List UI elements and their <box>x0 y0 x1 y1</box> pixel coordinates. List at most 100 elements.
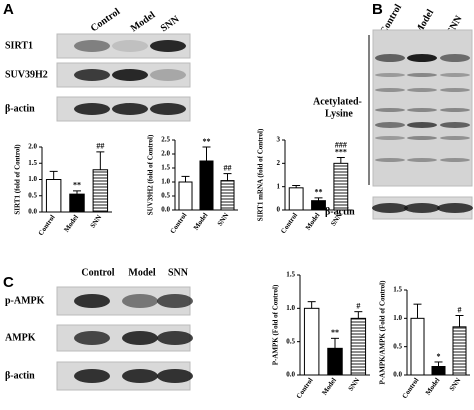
y-tick-label: 0.5 <box>286 337 295 345</box>
y-tick-label: 1.5 <box>286 271 295 279</box>
row-label: AMPK <box>5 332 36 343</box>
x-tick-label: Model <box>320 376 338 396</box>
y-tick-label: 0.5 <box>161 192 170 200</box>
band <box>74 331 110 345</box>
band <box>375 158 405 162</box>
y-tick-label: 1 <box>277 182 281 190</box>
lane-label: Control <box>89 6 123 34</box>
x-tick-label: Control <box>295 376 315 400</box>
y-tick-label: 2 <box>277 159 281 167</box>
band <box>375 73 405 77</box>
band <box>375 136 405 140</box>
panel-label: B <box>372 1 383 18</box>
band <box>440 122 470 128</box>
band <box>150 103 186 115</box>
x-tick-label: SNN <box>89 213 104 229</box>
band <box>440 136 470 140</box>
bar <box>220 180 235 211</box>
bar <box>45 179 62 213</box>
panel-label: A <box>3 1 14 18</box>
band <box>112 40 148 52</box>
band <box>407 136 437 140</box>
y-tick-label: 0.5 <box>28 191 37 199</box>
blot <box>372 29 473 187</box>
band <box>440 54 470 62</box>
significance: * <box>437 352 441 361</box>
y-tick-label: 2.0 <box>161 150 170 158</box>
y-axis-title: SIRT1 (fold of Control) <box>14 144 22 215</box>
band <box>122 369 158 383</box>
y-tick-label: 3 <box>277 136 281 144</box>
significance: ## <box>224 163 232 172</box>
band <box>122 294 158 308</box>
significance: *** <box>335 147 347 156</box>
band <box>375 108 405 112</box>
y-tick-label: 0.0 <box>161 206 170 214</box>
band <box>74 40 110 52</box>
band <box>407 54 437 62</box>
lane-label: Control <box>81 267 114 278</box>
lane-label: Model <box>129 10 158 35</box>
x-tick-label: Model <box>304 211 322 231</box>
x-tick-label: Model <box>424 376 442 396</box>
band <box>407 88 437 92</box>
bar <box>311 200 326 211</box>
y-axis-title: SUV39H2 (fold of Control) <box>147 134 155 215</box>
bar <box>350 317 367 376</box>
x-tick-label: Control <box>37 213 57 237</box>
significance: # <box>356 301 360 310</box>
band <box>407 108 437 112</box>
x-tick-label: Model <box>192 211 210 231</box>
lane-label: SNN <box>159 13 182 34</box>
y-tick-label: 2.5 <box>161 136 170 144</box>
y-tick-label: 1.0 <box>393 314 402 322</box>
significance: ** <box>315 188 323 197</box>
band <box>112 103 148 115</box>
y-tick-label: 1.0 <box>286 304 295 312</box>
band <box>407 158 437 162</box>
bar <box>178 181 193 211</box>
x-tick-label: Model <box>62 213 80 233</box>
panel-label: C <box>3 274 14 291</box>
band <box>440 108 470 112</box>
band <box>74 69 110 81</box>
band <box>150 69 186 81</box>
significance: ** <box>73 181 81 190</box>
bar <box>410 317 425 376</box>
band <box>74 369 110 383</box>
y-tick-label: 1.5 <box>393 286 402 294</box>
row-label: β-actin <box>325 206 355 217</box>
bar <box>452 326 467 376</box>
x-tick-label: Control <box>401 376 421 400</box>
row-label: Acetylated- <box>313 96 362 107</box>
y-tick-label: 1.0 <box>28 175 37 183</box>
band <box>440 158 470 162</box>
band <box>74 294 110 308</box>
y-axis-title: P-AMPK/AMPK (Fold of Control) <box>379 280 387 385</box>
lane-label: Model <box>128 267 155 278</box>
lane-label: SNN <box>168 267 189 278</box>
significance: ** <box>203 137 211 146</box>
bar <box>288 187 304 211</box>
y-tick-label: 0.5 <box>393 342 402 350</box>
band <box>375 122 405 128</box>
bar <box>303 307 320 376</box>
bar <box>199 160 214 211</box>
band <box>407 122 437 128</box>
y-tick-label: 1.0 <box>161 178 170 186</box>
y-tick-label: 1.5 <box>161 164 170 172</box>
band <box>74 103 110 115</box>
band <box>440 88 470 92</box>
significance: ## <box>96 142 104 151</box>
band <box>112 69 148 81</box>
significance: ### <box>335 140 347 149</box>
row-label: β-actin <box>5 103 35 114</box>
band <box>404 203 440 213</box>
y-tick-label: 0 <box>277 206 281 214</box>
band <box>375 54 405 62</box>
band <box>157 331 193 345</box>
bar <box>92 169 109 213</box>
band <box>437 203 473 213</box>
y-tick-label: 0.0 <box>286 371 295 379</box>
